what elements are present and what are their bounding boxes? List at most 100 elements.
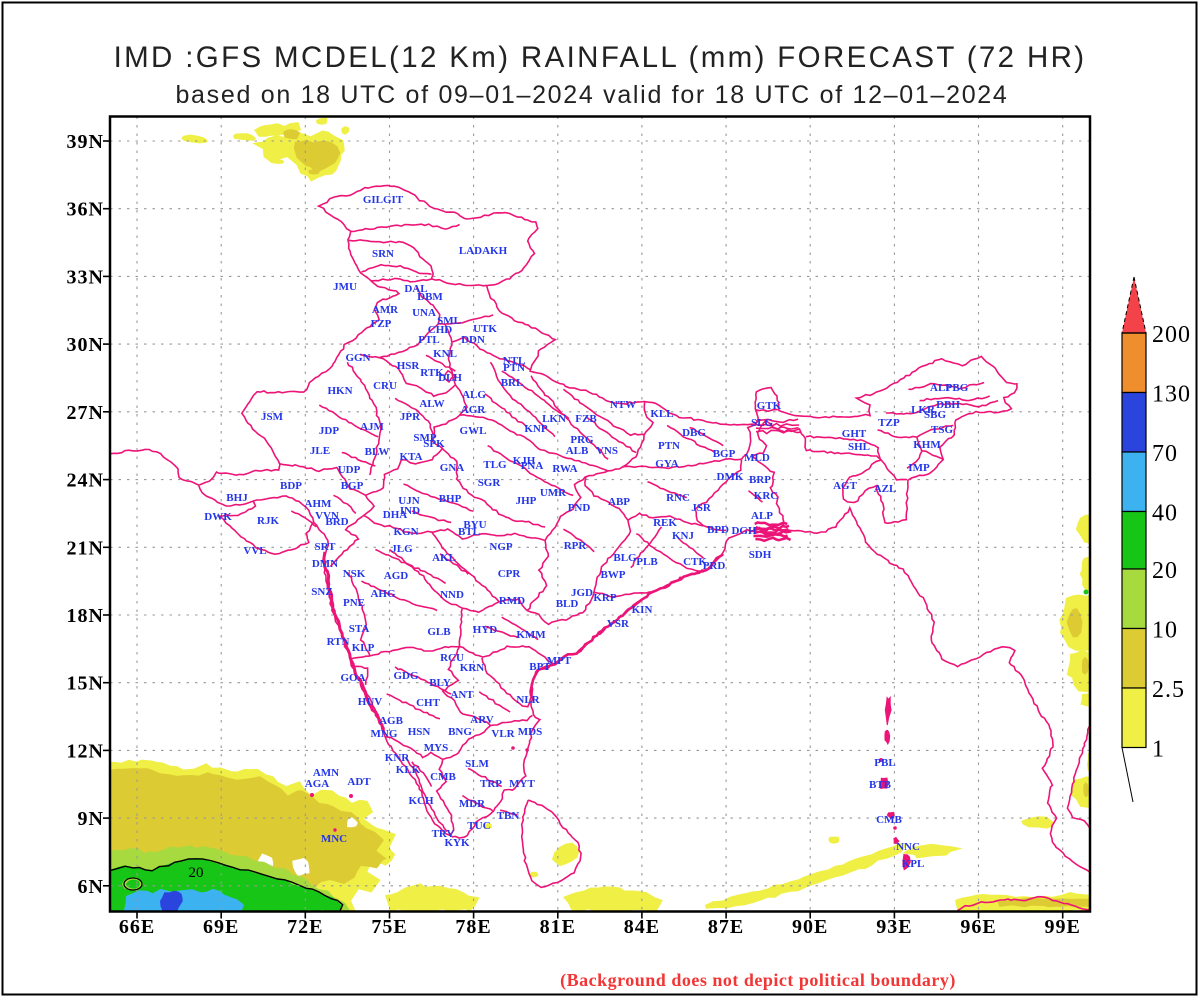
svg-text:ADT: ADT — [347, 776, 371, 788]
svg-text:BLW: BLW — [365, 446, 390, 458]
svg-text:KRP: KRP — [593, 592, 617, 604]
svg-text:MYS: MYS — [424, 742, 448, 754]
svg-text:GHT: GHT — [842, 428, 867, 440]
svg-text:KLL: KLL — [650, 408, 673, 420]
svg-text:KHM: KHM — [913, 439, 941, 451]
svg-text:TBN: TBN — [497, 810, 520, 822]
svg-text:81E: 81E — [540, 916, 576, 938]
svg-text:AZL: AZL — [874, 483, 897, 495]
svg-text:75E: 75E — [371, 916, 407, 938]
svg-text:(Background does not depict po: (Background does not depict political bo… — [560, 970, 956, 991]
svg-text:ALP: ALP — [751, 510, 773, 522]
svg-text:PBL: PBL — [874, 757, 895, 769]
svg-text:DLH: DLH — [438, 372, 462, 384]
svg-text:33N: 33N — [67, 266, 104, 288]
svg-text:UDP: UDP — [338, 464, 361, 476]
svg-text:87E: 87E — [708, 916, 744, 938]
svg-text:2.5: 2.5 — [1152, 677, 1185, 703]
svg-text:HUV: HUV — [358, 696, 383, 708]
svg-text:36N: 36N — [67, 199, 104, 221]
svg-text:TLG: TLG — [483, 459, 507, 471]
svg-text:KJH: KJH — [513, 455, 536, 467]
svg-text:CHT: CHT — [416, 697, 441, 709]
svg-text:CRU: CRU — [373, 380, 397, 392]
svg-text:69E: 69E — [203, 916, 239, 938]
svg-text:PTN: PTN — [503, 362, 525, 374]
svg-text:BRP: BRP — [749, 474, 771, 486]
svg-text:TZP: TZP — [878, 417, 900, 429]
svg-text:KNP: KNP — [524, 423, 548, 435]
svg-text:PND: PND — [568, 502, 591, 514]
svg-text:TRP: TRP — [480, 778, 502, 790]
svg-text:JHP: JHP — [516, 495, 537, 507]
svg-text:BRD: BRD — [325, 516, 348, 528]
svg-text:RNC: RNC — [666, 492, 690, 504]
svg-text:FZP: FZP — [371, 318, 392, 330]
svg-text:BWP: BWP — [600, 569, 625, 581]
svg-text:RCU: RCU — [440, 652, 464, 664]
svg-text:SML: SML — [437, 315, 461, 327]
svg-text:based on 18 UTC of 09–01–2024: based on 18 UTC of 09–01–2024 valid for … — [175, 81, 1008, 109]
svg-text:KTA: KTA — [399, 451, 422, 463]
svg-text:BLG: BLG — [613, 552, 637, 564]
svg-text:AGR: AGR — [461, 404, 487, 416]
svg-text:NGP: NGP — [489, 541, 513, 553]
svg-text:MNG: MNG — [371, 728, 398, 740]
svg-text:DHA: DHA — [383, 509, 408, 521]
svg-text:NND: NND — [440, 589, 464, 601]
svg-text:MYT: MYT — [509, 778, 535, 790]
svg-text:SRN: SRN — [372, 248, 394, 260]
svg-text:DMK: DMK — [717, 471, 744, 483]
svg-text:GDG: GDG — [393, 670, 419, 682]
svg-text:DBH: DBH — [936, 399, 960, 411]
svg-text:KNR: KNR — [385, 752, 411, 764]
svg-text:15N: 15N — [67, 673, 104, 695]
svg-text:AHM: AHM — [305, 498, 333, 510]
svg-text:BTB: BTB — [869, 779, 892, 791]
svg-text:CHD: CHD — [428, 324, 453, 336]
svg-text:STA: STA — [349, 623, 370, 635]
svg-text:KLP: KLP — [352, 642, 375, 654]
svg-text:KMM: KMM — [516, 629, 546, 641]
svg-text:VSR: VSR — [607, 618, 630, 630]
svg-text:GGN: GGN — [345, 352, 370, 364]
svg-text:LKN: LKN — [542, 413, 566, 425]
svg-text:130: 130 — [1152, 382, 1191, 408]
svg-text:MLD: MLD — [744, 452, 770, 464]
svg-text:GTK: GTK — [757, 400, 782, 412]
svg-text:SLG: SLG — [751, 417, 773, 429]
svg-text:ANT: ANT — [450, 689, 474, 701]
svg-text:ALP: ALP — [930, 382, 952, 394]
svg-text:AKL: AKL — [432, 552, 456, 564]
svg-text:RJK: RJK — [257, 515, 279, 527]
svg-text:ABP: ABP — [608, 496, 630, 508]
svg-text:JGD: JGD — [571, 587, 593, 599]
svg-text:IMP: IMP — [908, 462, 930, 474]
svg-text:GILGIT: GILGIT — [363, 194, 404, 206]
svg-text:JMU: JMU — [333, 281, 357, 293]
svg-text:SMP: SMP — [413, 432, 437, 444]
svg-text:AGA: AGA — [305, 778, 330, 790]
svg-text:BYU: BYU — [463, 519, 486, 531]
svg-text:AGT: AGT — [833, 480, 858, 492]
svg-text:MNC: MNC — [321, 833, 347, 845]
svg-text:66E: 66E — [119, 916, 155, 938]
svg-text:PNE: PNE — [343, 597, 365, 609]
svg-text:VVL: VVL — [243, 545, 266, 557]
svg-text:CMB: CMB — [430, 771, 456, 783]
svg-text:ALB: ALB — [566, 445, 589, 457]
svg-text:27N: 27N — [67, 402, 104, 424]
svg-text:BGP: BGP — [341, 480, 364, 492]
svg-text:GLB: GLB — [427, 626, 451, 638]
svg-text:SRT: SRT — [314, 541, 336, 553]
svg-text:RTN: RTN — [327, 636, 350, 648]
svg-text:UJN: UJN — [398, 495, 419, 507]
svg-text:KPL: KPL — [902, 858, 925, 870]
svg-text:TRV: TRV — [432, 828, 455, 840]
svg-text:CMB: CMB — [876, 814, 902, 826]
svg-text:ALG: ALG — [462, 389, 486, 401]
svg-text:KRN: KRN — [460, 662, 485, 674]
svg-text:TSG: TSG — [931, 424, 953, 436]
svg-text:84E: 84E — [624, 916, 660, 938]
svg-text:RWA: RWA — [552, 463, 577, 475]
